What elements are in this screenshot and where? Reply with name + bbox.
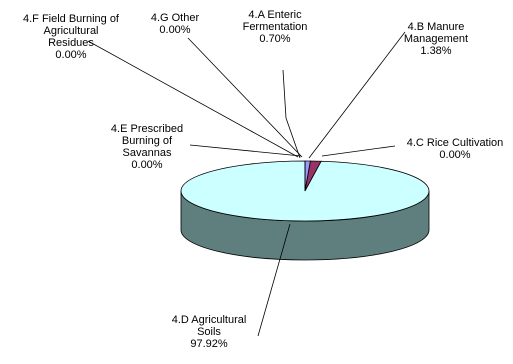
label-value-4-d-agricultural-soils: 97.92% <box>190 338 228 350</box>
label-text-4-d-agricultural-soils: 4.D Agricultural <box>172 314 247 326</box>
leader-4-a-enteric-fermentation <box>282 69 301 159</box>
label-text-4-d-agricultural-soils: Soils <box>197 326 221 338</box>
label-4-a-enteric-fermentation: 4.A Enteric Fermentation 0.70% <box>243 9 308 45</box>
label-text-4-f-field-burning-of-agricultural-residues: Agricultural <box>43 25 98 37</box>
label-4-d-agricultural-soils: 4.D Agricultural Soils 97.92% <box>172 314 247 350</box>
label-text-4-c-rice-cultivation: 4.C Rice Cultivation <box>407 137 504 149</box>
label-value-4-b-manure-management: 1.38% <box>420 45 451 57</box>
label-value-4-c-rice-cultivation: 0.00% <box>439 149 470 161</box>
label-value-4-a-enteric-fermentation: 0.70% <box>259 33 290 45</box>
label-text-4-e-prescribed-burning-of-savannas: 4.E Prescribed <box>111 123 183 135</box>
leader-4-e-prescribed-burning-of-savannas <box>189 144 302 157</box>
label-text-4-a-enteric-fermentation: Fermentation <box>243 21 308 33</box>
label-4-f-field-burning-of-agricultural-residues: 4.F Field Burning of Agricultural Residues… <box>23 13 120 61</box>
label-text-4-b-manure-management: Management <box>404 33 468 45</box>
label-text-4-f-field-burning-of-agricultural-residues: 4.F Field Burning of <box>23 13 120 25</box>
leader-4-d-agricultural-soils <box>257 223 291 337</box>
label-value-4-g-other: 0.00% <box>159 24 190 36</box>
label-4-c-rice-cultivation: 4.C Rice Cultivation 0.00% <box>407 137 504 161</box>
pie-top-face <box>180 160 430 222</box>
label-text-4-e-prescribed-burning-of-savannas: Burning of <box>122 135 173 147</box>
leader-lines <box>87 31 406 337</box>
label-4-e-prescribed-burning-of-savannas: 4.E Prescribed Burning of Savannas 0.00% <box>111 123 183 171</box>
label-4-g-other: 4.G Other 0.00% <box>151 12 200 36</box>
label-text-4-g-other: 4.G Other <box>151 12 200 24</box>
label-4-b-manure-management: 4.B Manure Management 1.38% <box>404 21 468 57</box>
leader-4-c-rice-cultivation <box>321 145 396 157</box>
label-text-4-e-prescribed-burning-of-savannas: Savannas <box>123 147 172 159</box>
label-text-4-a-enteric-fermentation: 4.A Enteric <box>248 9 302 21</box>
leader-4-g-other <box>187 37 303 158</box>
label-value-4-f-field-burning-of-agricultural-residues: 0.00% <box>55 49 86 61</box>
slice-labels: 4.A Enteric Fermentation 0.70% 4.B Manure Ma… <box>23 9 503 350</box>
label-value-4-e-prescribed-burning-of-savannas: 0.00% <box>131 159 162 171</box>
leader-4-b-manure-management <box>308 31 406 159</box>
leader-4-f-field-burning-of-agricultural-residues <box>87 40 299 158</box>
label-text-4-b-manure-management: 4.B Manure <box>408 21 465 33</box>
label-text-4-f-field-burning-of-agricultural-residues: Residues <box>48 37 94 49</box>
